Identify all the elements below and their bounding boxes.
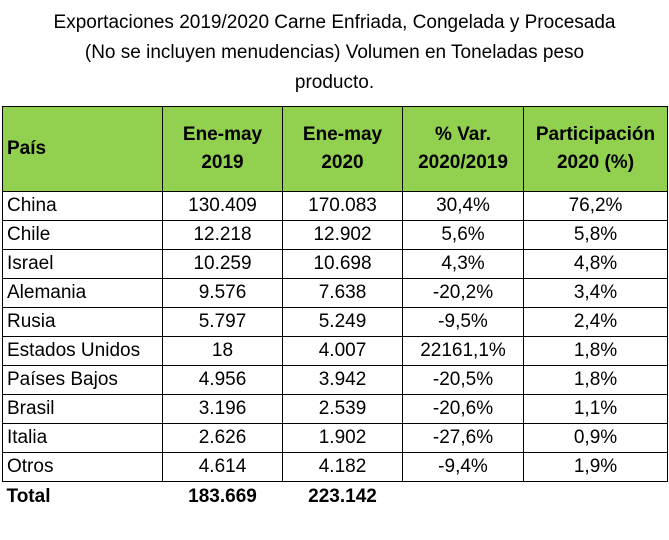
cell-2020: 7.638 bbox=[282, 278, 403, 308]
cell-2019: 3.196 bbox=[162, 394, 283, 424]
cell-variation: 5,6% bbox=[402, 220, 524, 250]
cell-variation: 22161,1% bbox=[402, 336, 524, 366]
total-empty-variation bbox=[403, 482, 524, 513]
cell-share: 2,4% bbox=[523, 307, 668, 337]
cell-share: 1,8% bbox=[523, 365, 668, 395]
cell-country: Italia bbox=[2, 423, 163, 453]
cell-country: Estados Unidos bbox=[2, 336, 163, 366]
cell-variation: -9,4% bbox=[402, 452, 524, 482]
header-col2-line1: Ene-may bbox=[302, 124, 383, 145]
header-col1-line2: 2019 bbox=[201, 152, 244, 173]
cell-country: Otros bbox=[2, 452, 163, 482]
cell-variation: -20,6% bbox=[402, 394, 524, 424]
cell-2020: 3.942 bbox=[282, 365, 403, 395]
header-col2-line2: 2020 bbox=[321, 152, 364, 173]
cell-2019: 4.956 bbox=[162, 365, 283, 395]
table-row: China 130.409 170.083 30,4% 76,2% bbox=[2, 191, 668, 221]
cell-variation: 4,3% bbox=[402, 249, 524, 279]
cell-share: 1,8% bbox=[523, 336, 668, 366]
cell-2019: 10.259 bbox=[162, 249, 283, 279]
title-line-3: producto. bbox=[294, 72, 375, 93]
header-col4-line1: Participación bbox=[535, 124, 656, 145]
table-row: Israel 10.259 10.698 4,3% 4,8% bbox=[2, 249, 668, 279]
total-row: Total 183.669 223.142 bbox=[3, 482, 668, 513]
cell-share: 3,4% bbox=[523, 278, 668, 308]
cell-country: Países Bajos bbox=[2, 365, 163, 395]
cell-2020: 10.698 bbox=[282, 249, 403, 279]
total-2020: 223.142 bbox=[308, 486, 377, 507]
title-line-1: Exportaciones 2019/2020 Carne Enfriada, … bbox=[53, 12, 616, 33]
header-col3-line2: 2020/2019 bbox=[418, 152, 508, 173]
title-line-2: (No se incluyen menudencias) Volumen en … bbox=[84, 42, 585, 63]
header-variation: % Var. 2020/2019 bbox=[402, 106, 524, 192]
table-title: Exportaciones 2019/2020 Carne Enfriada, … bbox=[0, 8, 669, 98]
cell-country: Chile bbox=[2, 220, 163, 250]
exports-table: País Ene-may 2019 Ene-may 2020 % Var. 20… bbox=[2, 106, 668, 512]
cell-2019: 2.626 bbox=[162, 423, 283, 453]
cell-variation: -9,5% bbox=[402, 307, 524, 337]
cell-2020: 1.902 bbox=[282, 423, 403, 453]
cell-country: Israel bbox=[2, 249, 163, 279]
cell-country: Brasil bbox=[2, 394, 163, 424]
cell-2019: 4.614 bbox=[162, 452, 283, 482]
cell-2019: 5.797 bbox=[162, 307, 283, 337]
cell-variation: -27,6% bbox=[402, 423, 524, 453]
cell-2020: 5.249 bbox=[282, 307, 403, 337]
cell-share: 1,9% bbox=[523, 452, 668, 482]
cell-country: Rusia bbox=[2, 307, 163, 337]
cell-2020: 2.539 bbox=[282, 394, 403, 424]
cell-2020: 170.083 bbox=[282, 191, 403, 221]
total-empty-share bbox=[524, 482, 668, 513]
table-row: Italia 2.626 1.902 -27,6% 0,9% bbox=[2, 423, 668, 453]
cell-share: 0,9% bbox=[523, 423, 668, 453]
cell-country: China bbox=[2, 191, 163, 221]
header-country: País bbox=[2, 106, 163, 192]
cell-2019: 12.218 bbox=[162, 220, 283, 250]
header-ene-may-2020: Ene-may 2020 bbox=[282, 106, 403, 192]
table-row: Otros 4.614 4.182 -9,4% 1,9% bbox=[2, 452, 668, 482]
table-row: Países Bajos 4.956 3.942 -20,5% 1,8% bbox=[2, 365, 668, 395]
table-row: Chile 12.218 12.902 5,6% 5,8% bbox=[2, 220, 668, 250]
cell-share: 5,8% bbox=[523, 220, 668, 250]
cell-2019: 130.409 bbox=[162, 191, 283, 221]
cell-variation: -20,5% bbox=[402, 365, 524, 395]
cell-variation: -20,2% bbox=[402, 278, 524, 308]
header-row: País Ene-may 2019 Ene-may 2020 % Var. 20… bbox=[2, 106, 668, 192]
table-row: Brasil 3.196 2.539 -20,6% 1,1% bbox=[2, 394, 668, 424]
table-row: Estados Unidos 18 4.007 22161,1% 1,8% bbox=[2, 336, 668, 366]
header-col1-line1: Ene-may bbox=[182, 124, 263, 145]
header-ene-may-2019: Ene-may 2019 bbox=[162, 106, 283, 192]
cell-2019: 9.576 bbox=[162, 278, 283, 308]
header-col3-line1: % Var. bbox=[435, 124, 491, 145]
cell-variation: 30,4% bbox=[402, 191, 524, 221]
total-2019: 183.669 bbox=[188, 486, 257, 507]
cell-share: 76,2% bbox=[523, 191, 668, 221]
cell-2020: 4.007 bbox=[282, 336, 403, 366]
header-col4-line2: 2020 (%) bbox=[556, 152, 635, 173]
cell-share: 1,1% bbox=[523, 394, 668, 424]
total-label: Total bbox=[6, 486, 51, 507]
table-row: Alemania 9.576 7.638 -20,2% 3,4% bbox=[2, 278, 668, 308]
cell-2019: 18 bbox=[162, 336, 283, 366]
header-participation: Participación 2020 (%) bbox=[523, 106, 668, 192]
cell-2020: 4.182 bbox=[282, 452, 403, 482]
cell-share: 4,8% bbox=[523, 249, 668, 279]
cell-2020: 12.902 bbox=[282, 220, 403, 250]
cell-country: Alemania bbox=[2, 278, 163, 308]
table-row: Rusia 5.797 5.249 -9,5% 2,4% bbox=[2, 307, 668, 337]
